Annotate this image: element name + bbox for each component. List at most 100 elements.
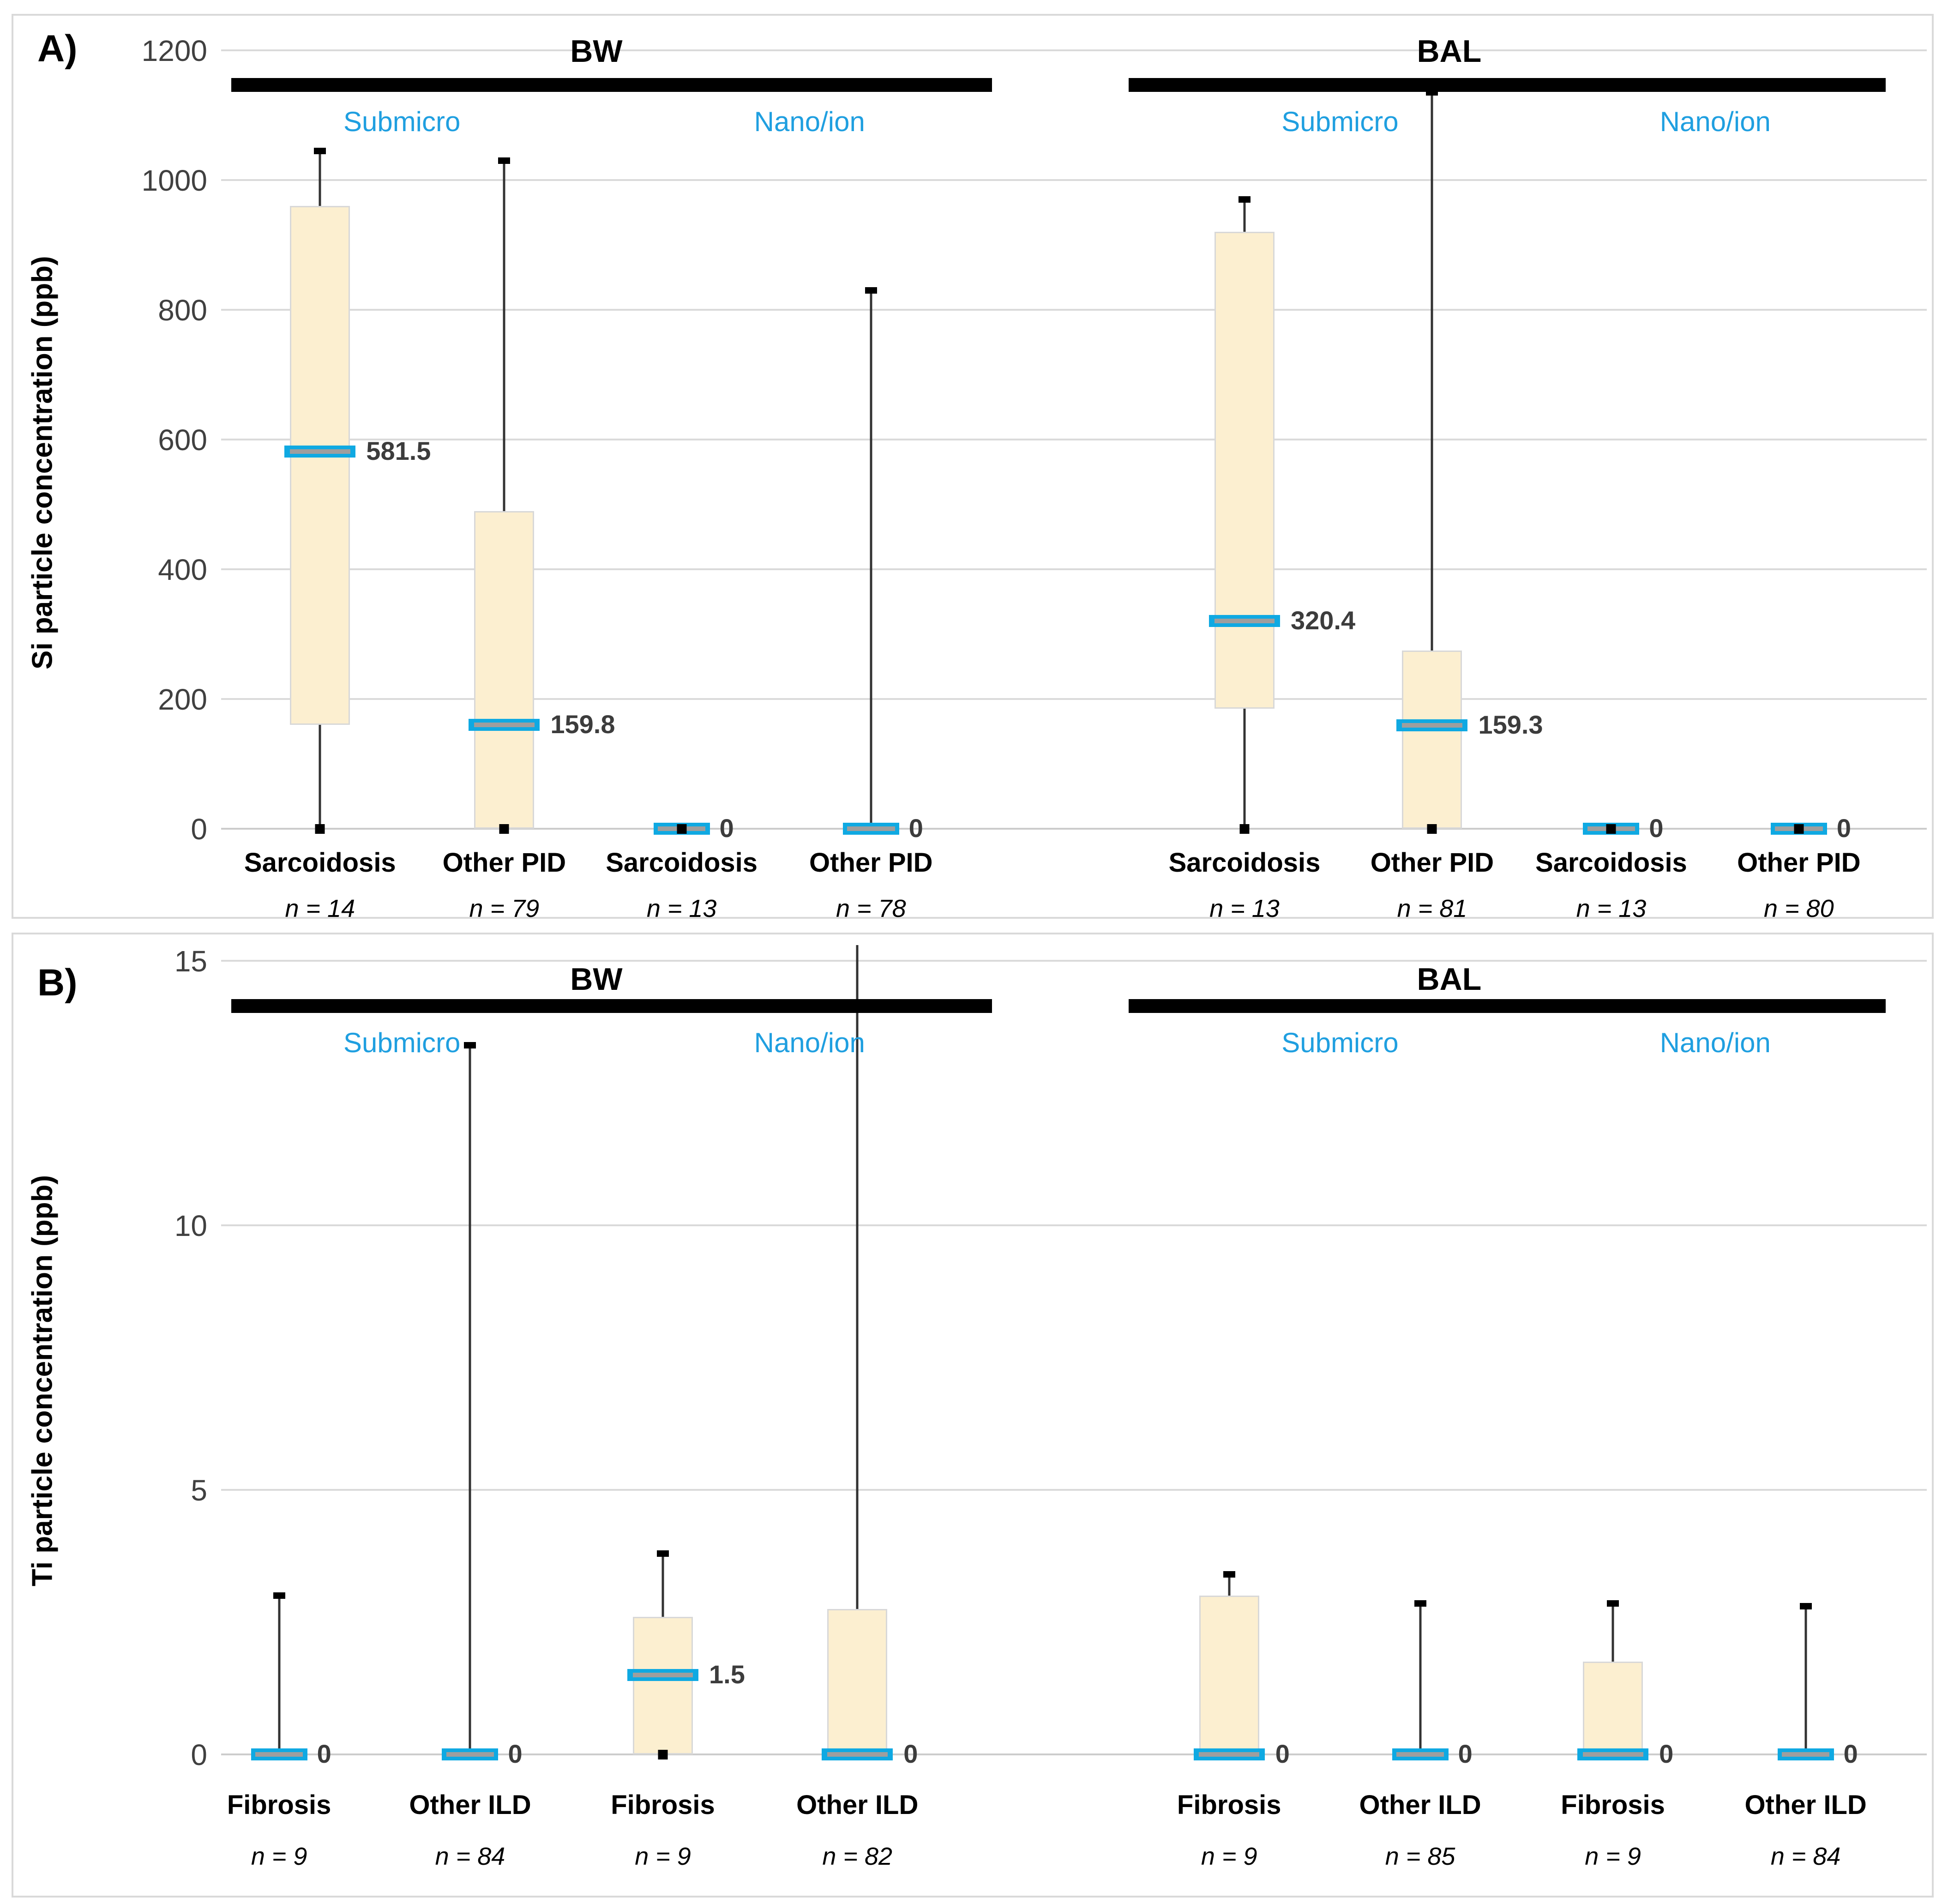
box-a4-whisker xyxy=(870,290,872,829)
box-a5-category-label: Sarcoidosis xyxy=(1168,848,1321,878)
box-b2-upper-cap xyxy=(464,1042,476,1049)
box-b8-n-label: n = 84 xyxy=(1770,1843,1841,1870)
y-tick-label-1000: 1000 xyxy=(141,164,207,197)
box-b6-median-value-label: 0 xyxy=(1458,1739,1473,1768)
y-tick-label-400: 400 xyxy=(158,553,207,586)
gridline-y-800 xyxy=(221,309,1927,311)
box-b8-whisker xyxy=(1804,1606,1807,1754)
box-b5-category-label: Fibrosis xyxy=(1177,1790,1281,1820)
subgroup-label-submicro: Submicro xyxy=(1281,106,1399,137)
box-a3-median-value-label: 0 xyxy=(719,813,734,843)
gridline-y-0 xyxy=(221,828,1927,830)
box-b2-median-value-label: 0 xyxy=(508,1739,523,1768)
box-a7-category-label: Sarcoidosis xyxy=(1535,848,1687,878)
panel-b-tag: B) xyxy=(37,962,78,1004)
box-b1-whisker xyxy=(278,1596,281,1754)
box-b3-category-label: Fibrosis xyxy=(611,1790,715,1820)
box-b6-whisker xyxy=(1419,1603,1422,1754)
panel-a: A) Si particle concentration (ppb) BW Sub… xyxy=(12,14,1934,922)
box-a5-median-value-label: 320.4 xyxy=(1291,605,1356,635)
group-underline-bw xyxy=(231,999,992,1013)
box-b6-median-marker xyxy=(1392,1748,1449,1760)
box-a2-iqr-box xyxy=(474,511,535,829)
box-b4-category-label: Other ILD xyxy=(796,1790,919,1820)
gridline-y-10 xyxy=(221,1224,1927,1226)
box-a2-median-marker xyxy=(469,719,540,731)
subgroup-label-submicro: Submicro xyxy=(343,106,461,137)
panel-a-y-axis-title: Si particle concentration (ppb) xyxy=(26,256,59,669)
box-b5-median-marker xyxy=(1193,1748,1265,1760)
gridline-y-0 xyxy=(221,1753,1927,1755)
y-tick-label-600: 600 xyxy=(158,423,207,457)
box-b2-median-marker xyxy=(442,1748,499,1760)
box-b3-iqr-box xyxy=(633,1617,693,1754)
box-a7-mean-marker xyxy=(1606,824,1616,834)
box-a1-category-label: Sarcoidosis xyxy=(244,848,396,878)
box-b8-upper-cap xyxy=(1799,1603,1812,1610)
box-a3-n-label: n = 13 xyxy=(646,895,717,922)
box-a8-median-value-label: 0 xyxy=(1836,813,1852,843)
box-b5-upper-cap xyxy=(1223,1571,1235,1578)
box-b5-iqr-box xyxy=(1199,1596,1259,1754)
box-b8-median-marker xyxy=(1777,1748,1834,1760)
y-tick-label-800: 800 xyxy=(158,294,207,327)
group-header-bal: BAL xyxy=(1417,34,1482,69)
box-b2-n-label: n = 84 xyxy=(435,1843,505,1870)
box-b2-median-inner-line xyxy=(446,1752,494,1757)
box-a4-n-label: n = 78 xyxy=(836,895,906,922)
box-a7-median-value-label: 0 xyxy=(1649,813,1664,843)
y-tick-label-1200: 1200 xyxy=(141,34,207,67)
box-b5-n-label: n = 9 xyxy=(1201,1843,1257,1870)
box-b4-n-label: n = 82 xyxy=(822,1843,893,1870)
subgroup-label-nano-ion: Nano/ion xyxy=(1659,106,1771,137)
subgroup-label-submicro: Submicro xyxy=(343,1027,461,1058)
box-a1-median-inner-line xyxy=(289,449,350,454)
box-a4-upper-cap xyxy=(865,287,877,294)
box-a8-mean-marker xyxy=(1794,824,1804,834)
y-tick-label-0: 0 xyxy=(191,813,207,846)
box-b3-n-label: n = 9 xyxy=(635,1843,691,1870)
group-underline-bal xyxy=(1128,999,1886,1013)
box-a1-mean-marker xyxy=(315,824,325,834)
box-a6-whisker xyxy=(1431,92,1433,829)
box-b1-median-value-label: 0 xyxy=(317,1739,331,1768)
box-a2-upper-cap xyxy=(498,157,511,164)
box-b1-upper-cap xyxy=(273,1592,285,1599)
box-b7-n-label: n = 9 xyxy=(1585,1843,1641,1870)
box-b7-iqr-box xyxy=(1583,1662,1643,1754)
box-b1-median-inner-line xyxy=(255,1752,303,1757)
box-b5-median-value-label: 0 xyxy=(1275,1739,1290,1768)
box-a1-upper-cap xyxy=(314,147,326,154)
group-header-bal: BAL xyxy=(1417,962,1482,997)
box-b6-upper-cap xyxy=(1414,1600,1426,1607)
box-a4-median-value-label: 0 xyxy=(908,813,923,843)
panel-b-plot-area: BW Submicro Nano/ion BAL Submicro Nano/ion 0 0 1… xyxy=(221,945,1927,1768)
box-b3-median-value-label: 1.5 xyxy=(709,1660,745,1689)
subgroup-label-nano-ion: Nano/ion xyxy=(754,1027,865,1058)
gridline-y-1200 xyxy=(221,49,1927,51)
box-b2-whisker xyxy=(469,1045,471,1754)
box-a2-mean-marker xyxy=(499,824,509,834)
panel-a-plot-area: BW Submicro Nano/ion BAL Submicro Nano/ion 581… xyxy=(221,34,1927,843)
subgroup-label-nano-ion: Nano/ion xyxy=(754,106,865,137)
box-b3-mean-marker xyxy=(658,1750,668,1759)
subgroup-label-submicro: Submicro xyxy=(1281,1027,1399,1058)
box-b7-median-inner-line xyxy=(1582,1752,1643,1757)
box-b3-median-inner-line xyxy=(632,1673,693,1678)
box-a6-category-label: Other PID xyxy=(1370,848,1494,878)
box-b8-median-value-label: 0 xyxy=(1843,1739,1858,1768)
box-a1-iqr-box xyxy=(290,206,350,725)
panel-b: B) Ti particle concentration (ppb) BW Sub… xyxy=(12,933,1934,1898)
box-b6-median-inner-line xyxy=(1396,1752,1444,1757)
gridline-y-1000 xyxy=(221,179,1927,181)
box-b1-n-label: n = 9 xyxy=(251,1843,307,1870)
box-a5-mean-marker xyxy=(1239,824,1250,834)
y-tick-label-200: 200 xyxy=(158,683,207,716)
box-b4-iqr-box xyxy=(827,1609,888,1754)
y-tick-label-5: 5 xyxy=(191,1474,207,1507)
box-b6-n-label: n = 85 xyxy=(1385,1843,1455,1870)
gridline-y-5 xyxy=(221,1489,1927,1491)
box-b7-median-marker xyxy=(1577,1748,1649,1760)
box-a1-median-value-label: 581.5 xyxy=(366,436,431,465)
box-a6-n-label: n = 81 xyxy=(1397,895,1467,922)
